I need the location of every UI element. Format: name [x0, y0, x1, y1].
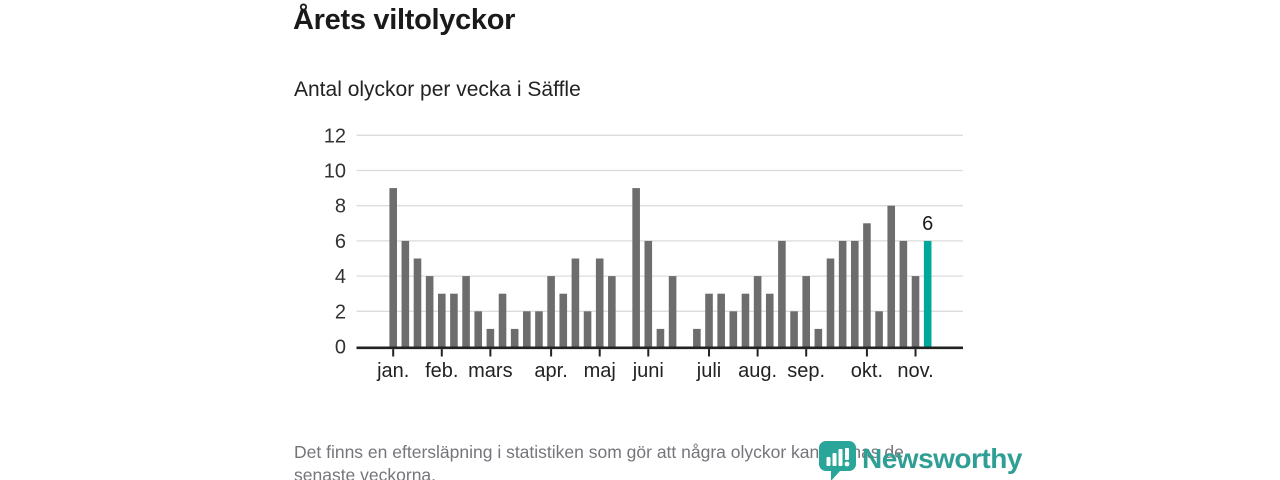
bar-week-5 — [437, 293, 446, 347]
bar-week-7 — [462, 276, 470, 347]
y-axis-label-0: 0 — [335, 337, 346, 359]
bar-week-19 — [608, 276, 616, 347]
data-label-last-value: 6 — [922, 213, 933, 235]
bar-week-24 — [668, 276, 677, 347]
bar-week-41 — [875, 311, 883, 347]
y-axis-label-4: 4 — [335, 266, 346, 288]
bar-week-11 — [510, 328, 519, 347]
pin-shape — [819, 441, 856, 480]
y-axis-label-6: 6 — [335, 231, 346, 253]
bar-week-40 — [863, 223, 871, 347]
footnote: Det finns en eftersläpning i statistiken… — [294, 441, 994, 480]
bar-week-16 — [571, 258, 580, 347]
pin-bars — [826, 448, 850, 467]
bar-week-45 — [923, 240, 932, 347]
bar-week-1 — [389, 188, 397, 347]
y-axis-label-2: 2 — [335, 301, 346, 323]
bar-week-30 — [741, 293, 750, 347]
bar-week-31 — [753, 276, 762, 347]
x-axis-label-nov.: nov. — [897, 360, 933, 382]
bar-week-35 — [802, 276, 810, 347]
bar-week-39 — [850, 240, 859, 347]
bar-week-12 — [523, 311, 531, 347]
viltolyckor-bar-chart: 0 2 4 6 8 10 12 jan. feb. mars apr. maj juni juli aug.… — [324, 125, 963, 382]
bar-week-44 — [911, 276, 920, 347]
bar-week-36 — [814, 328, 823, 347]
page-title: Årets viltolyckor — [293, 4, 516, 36]
bar-week-6 — [450, 293, 458, 347]
bar-week-13 — [535, 311, 543, 347]
footnote-line-2: senaste veckorna. — [294, 465, 437, 480]
bar-week-23 — [656, 328, 665, 347]
bar-week-37 — [826, 258, 835, 347]
y-axis-label-10: 10 — [324, 161, 346, 183]
bar-week-33 — [778, 240, 786, 347]
x-axis-label-juni: juni — [632, 360, 664, 382]
x-axis-label-maj: maj — [584, 360, 616, 382]
y-axis-label-8: 8 — [335, 196, 346, 218]
bar-week-4 — [425, 276, 434, 347]
bar-week-22 — [644, 240, 653, 347]
newsworthy-pin-icon — [819, 441, 856, 480]
footnote-line-1: Det finns en eftersläpning i statistiken… — [294, 442, 904, 462]
x-axis-label-sep.: sep. — [787, 360, 825, 382]
x-axis-label-jan.: jan. — [376, 360, 409, 382]
bar-week-8 — [474, 311, 483, 347]
bar-week-21 — [632, 188, 640, 347]
newsworthy-wordmark: Newsworthy — [862, 443, 1022, 474]
bar-week-3 — [413, 258, 422, 347]
x-axis-label-feb.: feb. — [425, 360, 458, 382]
bar-week-18 — [595, 258, 604, 347]
bar-week-43 — [899, 240, 908, 347]
newsworthy-logo[interactable]: Newsworthy — [818, 440, 1022, 480]
bar-week-38 — [838, 240, 847, 347]
x-axis-label-juli: juli — [696, 360, 721, 382]
x-axis-label-apr.: apr. — [534, 360, 567, 382]
bar-week-2 — [401, 240, 410, 347]
y-axis-label-12: 12 — [324, 125, 346, 147]
bar-week-14 — [547, 276, 555, 347]
bar-week-27 — [705, 293, 713, 347]
bar-week-17 — [583, 311, 592, 347]
x-axis-label-mars: mars — [468, 360, 512, 382]
chart-subtitle: Antal olyckor per vecka i Säffle — [294, 78, 581, 101]
bar-week-29 — [729, 311, 738, 347]
bar-week-26 — [693, 328, 701, 347]
bar-week-9 — [486, 328, 495, 347]
bar-week-28 — [717, 293, 725, 347]
bar-week-15 — [559, 293, 568, 347]
bar-week-34 — [790, 311, 798, 347]
x-axis-label-aug.: aug. — [738, 360, 777, 382]
bar-week-10 — [498, 293, 507, 347]
x-axis-label-okt.: okt. — [851, 360, 883, 382]
bar-week-42 — [887, 205, 896, 347]
bar-week-32 — [765, 293, 774, 347]
